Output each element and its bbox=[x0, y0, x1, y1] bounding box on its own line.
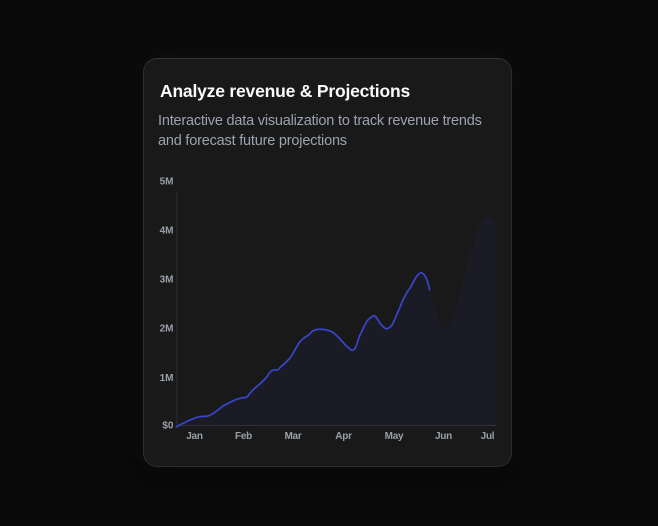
svg-text:Jan: Jan bbox=[186, 431, 203, 442]
svg-text:$0: $0 bbox=[162, 420, 174, 431]
svg-text:May: May bbox=[385, 431, 404, 442]
svg-text:Jul: Jul bbox=[481, 431, 495, 442]
svg-text:Jun: Jun bbox=[435, 431, 452, 442]
svg-text:4M: 4M bbox=[160, 225, 174, 236]
svg-text:Mar: Mar bbox=[284, 431, 301, 442]
svg-text:Apr: Apr bbox=[335, 431, 352, 442]
svg-text:2M: 2M bbox=[160, 324, 174, 335]
svg-text:Feb: Feb bbox=[235, 431, 252, 442]
svg-text:1M: 1M bbox=[160, 373, 174, 384]
svg-text:5M: 5M bbox=[160, 176, 174, 187]
svg-text:3M: 3M bbox=[160, 275, 174, 286]
